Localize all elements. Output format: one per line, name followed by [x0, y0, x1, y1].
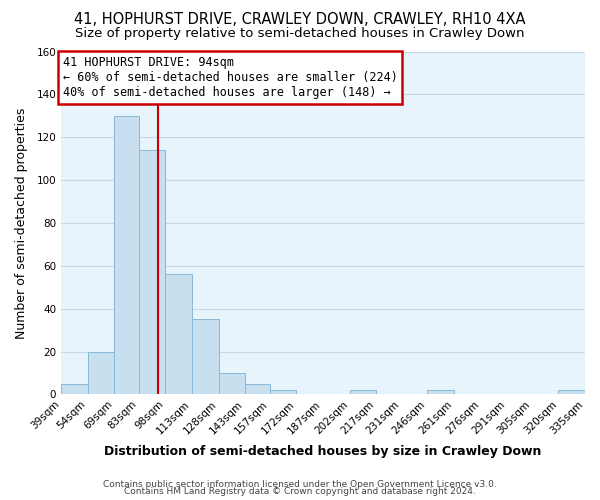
Y-axis label: Number of semi-detached properties: Number of semi-detached properties: [15, 108, 28, 338]
Bar: [114, 116, 139, 394]
Bar: [61, 384, 88, 394]
Bar: [218, 373, 245, 394]
Bar: [245, 384, 270, 394]
Text: 41 HOPHURST DRIVE: 94sqm
← 60% of semi-detached houses are smaller (224)
40% of : 41 HOPHURST DRIVE: 94sqm ← 60% of semi-d…: [63, 56, 398, 99]
Bar: [427, 390, 454, 394]
X-axis label: Distribution of semi-detached houses by size in Crawley Down: Distribution of semi-detached houses by …: [104, 444, 542, 458]
Bar: [270, 390, 296, 394]
Bar: [192, 320, 218, 394]
Text: Contains public sector information licensed under the Open Government Licence v3: Contains public sector information licen…: [103, 480, 497, 489]
Bar: [88, 352, 114, 395]
Text: Size of property relative to semi-detached houses in Crawley Down: Size of property relative to semi-detach…: [75, 28, 525, 40]
Text: Contains HM Land Registry data © Crown copyright and database right 2024.: Contains HM Land Registry data © Crown c…: [124, 487, 476, 496]
Bar: [350, 390, 376, 394]
Text: 41, HOPHURST DRIVE, CRAWLEY DOWN, CRAWLEY, RH10 4XA: 41, HOPHURST DRIVE, CRAWLEY DOWN, CRAWLE…: [74, 12, 526, 28]
Bar: [559, 390, 585, 394]
Bar: [139, 150, 166, 394]
Bar: [166, 274, 192, 394]
